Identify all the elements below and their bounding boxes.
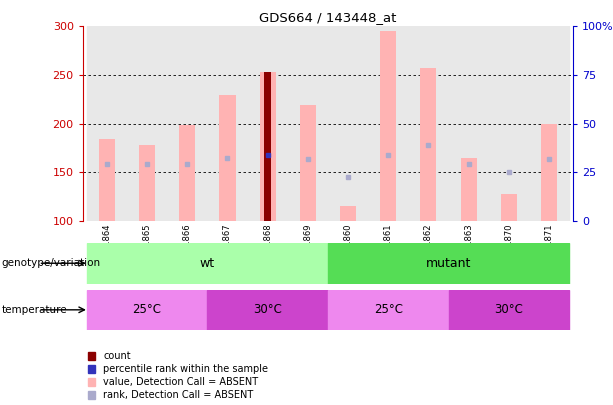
Bar xyxy=(340,206,356,221)
Bar xyxy=(287,26,328,221)
Bar xyxy=(260,72,276,221)
Bar xyxy=(368,26,408,221)
Bar xyxy=(449,290,569,330)
Text: 25°C: 25°C xyxy=(374,303,403,316)
Bar xyxy=(328,243,569,284)
Bar xyxy=(380,31,396,221)
Bar xyxy=(541,124,557,221)
Text: 30°C: 30°C xyxy=(495,303,524,316)
Bar xyxy=(529,26,569,221)
Bar xyxy=(489,26,529,221)
Bar xyxy=(87,290,207,330)
Bar xyxy=(408,26,449,221)
Title: GDS664 / 143448_at: GDS664 / 143448_at xyxy=(259,11,397,24)
Text: 30°C: 30°C xyxy=(253,303,282,316)
Text: mutant: mutant xyxy=(426,257,471,270)
Bar xyxy=(99,139,115,221)
Bar xyxy=(87,26,127,221)
Bar xyxy=(207,26,248,221)
Text: temperature: temperature xyxy=(1,305,67,315)
Bar xyxy=(139,145,155,221)
Bar xyxy=(167,26,207,221)
Bar xyxy=(264,72,272,221)
Bar xyxy=(328,26,368,221)
Text: genotype/variation: genotype/variation xyxy=(1,258,101,268)
Bar xyxy=(300,105,316,221)
Bar xyxy=(248,26,287,221)
Bar xyxy=(207,290,328,330)
Bar xyxy=(87,243,328,284)
Bar xyxy=(460,158,477,221)
Legend: count, percentile rank within the sample, value, Detection Call = ABSENT, rank, : count, percentile rank within the sample… xyxy=(88,352,268,400)
Text: 25°C: 25°C xyxy=(132,303,162,316)
Text: wt: wt xyxy=(200,257,215,270)
Bar xyxy=(449,26,489,221)
Bar xyxy=(219,95,235,221)
Bar xyxy=(179,126,196,221)
Bar xyxy=(501,194,517,221)
Bar xyxy=(127,26,167,221)
Bar xyxy=(421,68,436,221)
Bar xyxy=(328,290,449,330)
